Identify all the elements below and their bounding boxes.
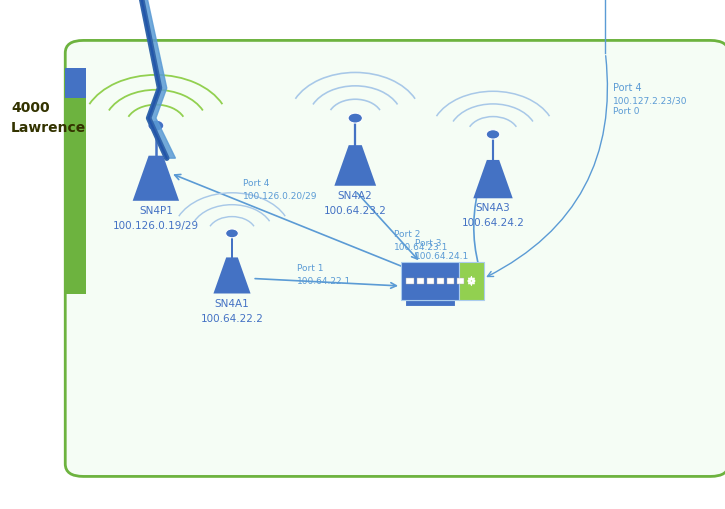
Bar xyxy=(426,277,434,284)
Bar xyxy=(436,277,444,284)
Bar xyxy=(406,277,413,284)
Polygon shape xyxy=(133,156,179,201)
Bar xyxy=(416,277,423,284)
Text: Port 1: Port 1 xyxy=(297,265,324,273)
Polygon shape xyxy=(334,145,376,186)
Text: Port 4: Port 4 xyxy=(243,179,269,188)
Text: SN4A3: SN4A3 xyxy=(476,203,510,213)
Text: Port 0: Port 0 xyxy=(613,107,639,116)
Text: SN4A1: SN4A1 xyxy=(215,298,249,308)
Bar xyxy=(457,277,465,284)
Text: 100.64.23.2: 100.64.23.2 xyxy=(324,206,386,216)
Polygon shape xyxy=(473,160,513,199)
FancyBboxPatch shape xyxy=(65,40,725,476)
Text: 100.64.24.1: 100.64.24.1 xyxy=(415,252,469,261)
Text: Port 3: Port 3 xyxy=(415,239,442,248)
Text: 100.64.22.1: 100.64.22.1 xyxy=(297,277,352,286)
Text: 100.126.0.19/29: 100.126.0.19/29 xyxy=(113,221,199,231)
Text: Port 4: Port 4 xyxy=(613,83,641,93)
Text: SN4P1: SN4P1 xyxy=(139,206,173,216)
Text: Port 2: Port 2 xyxy=(394,231,420,239)
Text: Lawrence: Lawrence xyxy=(11,121,86,134)
Circle shape xyxy=(225,229,239,238)
Bar xyxy=(447,277,454,284)
Text: SN4A2: SN4A2 xyxy=(338,191,373,201)
Text: 100.64.23.1: 100.64.23.1 xyxy=(394,243,448,252)
Text: 100.127.2.23/30: 100.127.2.23/30 xyxy=(613,96,687,105)
Bar xyxy=(459,262,484,300)
Circle shape xyxy=(148,120,164,131)
Text: 4000: 4000 xyxy=(11,101,49,115)
Circle shape xyxy=(348,113,362,123)
Text: 100.64.24.2: 100.64.24.2 xyxy=(462,218,524,229)
Bar xyxy=(400,262,459,300)
Bar xyxy=(65,68,86,98)
Text: 100.126.0.20/29: 100.126.0.20/29 xyxy=(243,192,318,201)
Polygon shape xyxy=(213,258,251,294)
Text: 100.64.22.2: 100.64.22.2 xyxy=(201,314,263,324)
Polygon shape xyxy=(141,0,175,158)
Bar xyxy=(65,98,86,294)
Circle shape xyxy=(486,130,500,139)
